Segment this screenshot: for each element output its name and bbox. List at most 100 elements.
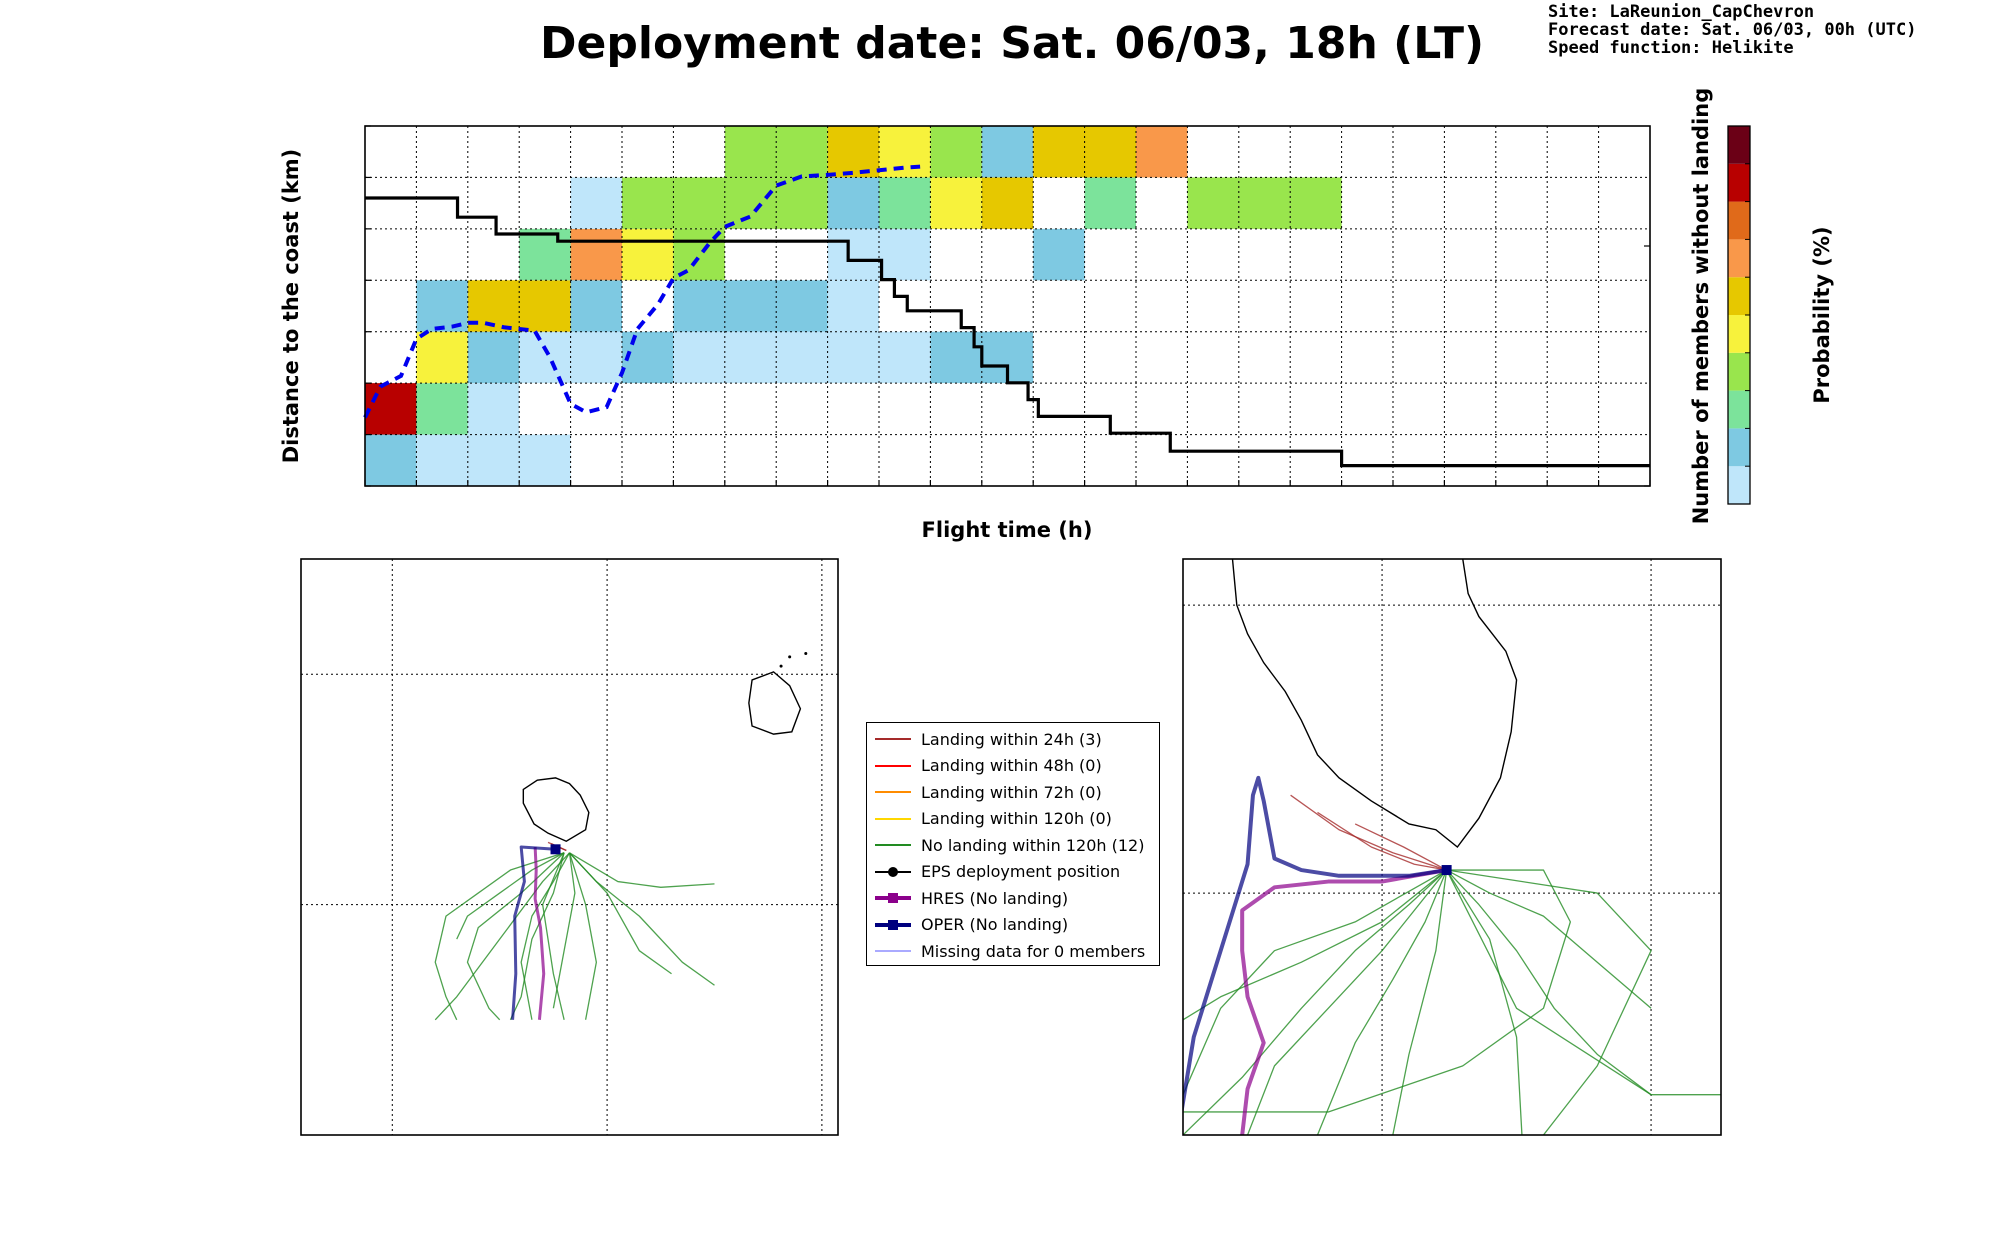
track-landing-24h [1317, 811, 1447, 871]
colorbar-segment [1728, 390, 1750, 429]
track-landing-24h [1354, 823, 1447, 871]
colorbar-segment [1728, 239, 1750, 278]
track-no-landing [552, 852, 576, 1009]
heatmap-cell [467, 331, 520, 384]
heatmap-cell [930, 177, 982, 229]
forecast-date-label: Forecast date: Sat. 06/03, 00h (UTC) [1548, 20, 1917, 40]
reunion-coastline [1231, 559, 1518, 848]
track-hres [533, 846, 546, 1020]
heatmap-cell [519, 228, 571, 281]
colorbar-segment [1728, 352, 1750, 391]
heatmap-cell [622, 331, 674, 384]
colorbar-label: Probability (%) [1810, 226, 1834, 403]
members-without-landing-line [365, 196, 1650, 468]
track-no-landing [1446, 869, 1652, 1096]
heatmap-cell [467, 383, 520, 435]
legend-label: OPER (No landing) [921, 915, 1069, 934]
track-no-landing [520, 852, 571, 1020]
legend-item: Landing within 24h (3) [873, 727, 1102, 751]
track-no-landing [1183, 869, 1448, 1135]
reunion-coastline [522, 777, 590, 843]
heatmap-cell [1136, 126, 1188, 178]
legend-swatch [875, 791, 911, 793]
speed-function-label: Speed function: Helikite [1548, 38, 1794, 58]
islet [804, 651, 808, 655]
legend: Landing within 24h (3) Landing within 48h… [866, 722, 1160, 966]
legend-swatch-marker [888, 866, 898, 877]
site-label: Site: LaReunion_CapChevron [1548, 2, 1815, 22]
heatmap-cell [827, 126, 879, 178]
track-no-landing [1446, 869, 1523, 1135]
heatmap-cell [879, 126, 931, 178]
legend-label: Landing within 48h (0) [921, 756, 1102, 775]
x-axis-label: Flight time (h) [922, 518, 1093, 542]
colorbar-segment [1728, 315, 1750, 353]
track-oper [1183, 775, 1447, 1115]
heatmap-cell [1033, 228, 1085, 281]
legend-swatch [875, 919, 911, 930]
mauritius-coastline [748, 671, 802, 735]
legend-swatch [875, 738, 911, 740]
track-landing-24h [1290, 794, 1447, 871]
heatmap-cell [570, 177, 622, 229]
legend-swatch-marker [888, 893, 898, 903]
heatmap-cell [622, 228, 674, 281]
legend-swatch [875, 866, 911, 877]
legend-item: Landing within 48h (0) [873, 754, 1102, 778]
heatmap-cell [673, 331, 931, 384]
track-no-landing [569, 852, 672, 975]
heatmap-frame [364, 125, 1651, 487]
track-hres [1240, 868, 1447, 1135]
heatmap-cell [365, 434, 417, 486]
track-no-landing [1183, 869, 1572, 1113]
track-no-landing [1316, 869, 1448, 1135]
heatmap-cell [981, 126, 1034, 178]
legend-swatch-marker [888, 919, 898, 930]
deployment-marker [550, 844, 561, 855]
legend-item: EPS deployment position [873, 860, 1120, 884]
heatmap-cell [1084, 177, 1136, 229]
track-no-landing [569, 852, 715, 986]
deployment-marker [1441, 865, 1452, 876]
heatmap-cell [930, 126, 982, 178]
legend-swatch [875, 950, 911, 952]
map-zoom-frame [1182, 558, 1722, 1136]
legend-item: No landing within 120h (12) [873, 833, 1144, 857]
heatmap-cell [416, 434, 571, 486]
heatmap-cell [981, 177, 1034, 229]
colorbar-segment [1728, 466, 1750, 504]
colorbar-segment [1728, 428, 1750, 467]
legend-label: HRES (No landing) [921, 888, 1069, 908]
track-no-landing [1446, 869, 1652, 1135]
track-no-landing [1392, 869, 1448, 1135]
legend-label: EPS deployment position [921, 862, 1121, 881]
map-zoom [1182, 558, 1722, 1136]
legend-item: Missing data for 0 members [873, 939, 1145, 963]
heatmap-cell [416, 383, 468, 435]
legend-label: Missing data for 0 members [921, 941, 1146, 961]
legend-item: Landing within 120h (0) [873, 807, 1112, 831]
legend-swatch [875, 893, 911, 903]
heatmap-chart: Flight time (h) Distance to the coast (k… [279, 88, 1834, 542]
legend-swatch [875, 817, 911, 820]
legend-swatch [875, 844, 911, 846]
colorbar-segment [1728, 163, 1750, 202]
legend-label: No landing within 120h (12) [921, 835, 1145, 855]
heatmap-cell [365, 383, 417, 435]
heatmap-cell [416, 331, 468, 384]
heatmap-cell [1187, 177, 1342, 229]
heatmap-cell [827, 177, 879, 229]
track-no-landing [1446, 869, 1652, 1009]
heatmap-cell [570, 228, 622, 281]
track-oper [511, 845, 556, 1020]
legend-label: Landing within 72h (0) [921, 782, 1102, 802]
track-no-landing [466, 852, 565, 1021]
islet [779, 664, 783, 668]
islet [788, 655, 792, 659]
legend-item: OPER (No landing) [873, 913, 1068, 937]
heatmap-cell [879, 177, 931, 229]
legend-item: Landing within 72h (0) [873, 780, 1102, 804]
colorbar-segment [1728, 277, 1750, 315]
map-regional-frame [300, 558, 839, 1136]
y-axis-label: Distance to the coast (km) [279, 149, 303, 464]
